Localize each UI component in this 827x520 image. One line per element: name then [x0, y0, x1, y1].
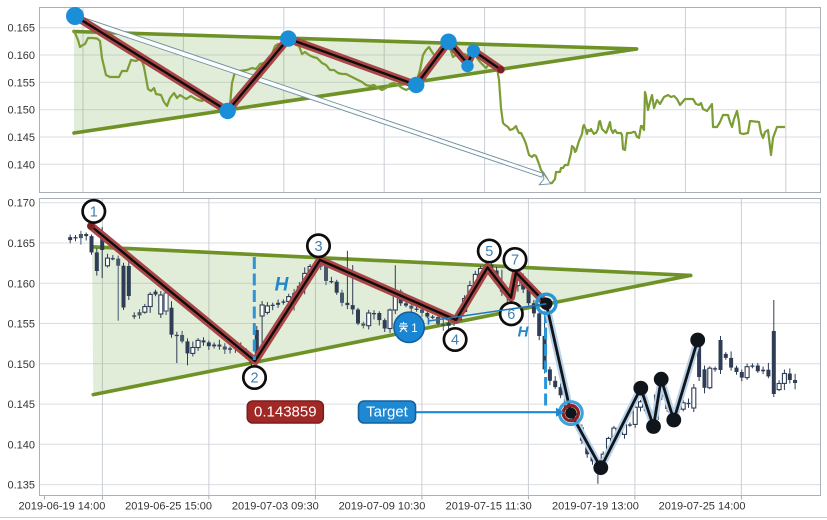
svg-text:0.155: 0.155: [7, 77, 35, 89]
svg-text:0.160: 0.160: [7, 278, 35, 290]
svg-text:2019-07-09 10:30: 2019-07-09 10:30: [339, 501, 426, 513]
svg-text:1: 1: [411, 323, 417, 335]
svg-text:4: 4: [451, 333, 459, 349]
svg-text:0.155: 0.155: [7, 319, 35, 331]
svg-text:2019-07-19 13:00: 2019-07-19 13:00: [552, 501, 639, 513]
svg-text:0.160: 0.160: [7, 50, 35, 62]
svg-text:0.170: 0.170: [7, 198, 35, 210]
svg-text:Target: Target: [366, 404, 409, 421]
svg-text:0.145: 0.145: [7, 399, 35, 411]
svg-text:0.145: 0.145: [7, 132, 35, 144]
svg-text:0.135: 0.135: [7, 480, 35, 492]
svg-text:5: 5: [485, 244, 493, 260]
svg-text:2: 2: [250, 371, 258, 387]
svg-text:H: H: [518, 324, 530, 341]
svg-text:6: 6: [507, 307, 515, 323]
svg-text:0.150: 0.150: [7, 359, 35, 371]
svg-text:2019-06-19 14:00: 2019-06-19 14:00: [18, 501, 105, 513]
svg-text:0.140: 0.140: [7, 439, 35, 451]
svg-text:7: 7: [511, 253, 519, 269]
svg-text:H: H: [275, 275, 290, 296]
svg-text:3: 3: [314, 239, 322, 255]
svg-text:0.140: 0.140: [7, 159, 35, 171]
svg-text:2019-07-15 11:30: 2019-07-15 11:30: [446, 501, 532, 513]
svg-text:2019-07-03 09:30: 2019-07-03 09:30: [232, 501, 319, 513]
svg-text:1: 1: [90, 205, 98, 221]
svg-text:2019-07-25 14:00: 2019-07-25 14:00: [659, 501, 746, 513]
svg-text:0.165: 0.165: [7, 23, 35, 35]
svg-text:0.165: 0.165: [7, 238, 35, 250]
svg-text:0.150: 0.150: [7, 105, 35, 117]
svg-text:0.143859: 0.143859: [254, 404, 317, 421]
svg-text:2019-06-25 15:00: 2019-06-25 15:00: [125, 501, 212, 513]
